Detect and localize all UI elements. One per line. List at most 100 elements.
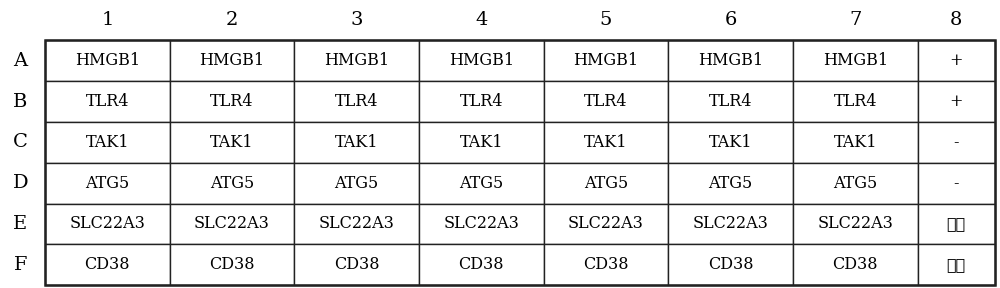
- Text: +: +: [950, 52, 963, 69]
- Bar: [419, 40, 544, 81]
- Bar: [668, 40, 793, 81]
- Bar: [45, 40, 170, 81]
- Text: ATG5: ATG5: [85, 175, 129, 192]
- Bar: [170, 204, 294, 244]
- Text: CD38: CD38: [583, 256, 629, 273]
- Bar: [170, 40, 294, 81]
- Text: HMGB1: HMGB1: [573, 52, 639, 69]
- Text: -: -: [954, 134, 959, 151]
- Text: TLR4: TLR4: [584, 93, 628, 110]
- Text: TAK1: TAK1: [210, 134, 254, 151]
- Text: TAK1: TAK1: [834, 134, 877, 151]
- Bar: [294, 40, 419, 81]
- Bar: [294, 163, 419, 204]
- Text: HMGB1: HMGB1: [75, 52, 140, 69]
- Text: 空白: 空白: [947, 215, 966, 232]
- Text: C: C: [13, 133, 28, 151]
- Bar: [918, 204, 995, 244]
- Text: TAK1: TAK1: [584, 134, 628, 151]
- Bar: [419, 122, 544, 163]
- Bar: [793, 40, 918, 81]
- Text: SLC22A3: SLC22A3: [693, 215, 769, 232]
- Text: 1: 1: [101, 11, 114, 29]
- Text: TLR4: TLR4: [460, 93, 503, 110]
- Bar: [45, 163, 170, 204]
- Text: CD38: CD38: [85, 256, 130, 273]
- Text: TAK1: TAK1: [460, 134, 503, 151]
- Bar: [170, 163, 294, 204]
- Bar: [544, 40, 668, 81]
- Text: 3: 3: [350, 11, 363, 29]
- Text: ATG5: ATG5: [709, 175, 753, 192]
- Text: TAK1: TAK1: [335, 134, 378, 151]
- Bar: [419, 204, 544, 244]
- Text: +: +: [950, 93, 963, 110]
- Bar: [793, 122, 918, 163]
- Text: ATG5: ATG5: [335, 175, 379, 192]
- Text: ATG5: ATG5: [584, 175, 628, 192]
- Text: 4: 4: [475, 11, 488, 29]
- Bar: [918, 244, 995, 285]
- Text: TLR4: TLR4: [709, 93, 752, 110]
- Text: CD38: CD38: [209, 256, 255, 273]
- Text: 8: 8: [950, 11, 963, 29]
- Bar: [668, 204, 793, 244]
- Text: SLC22A3: SLC22A3: [568, 215, 644, 232]
- Text: TLR4: TLR4: [834, 93, 877, 110]
- Text: SLC22A3: SLC22A3: [69, 215, 145, 232]
- Bar: [918, 40, 995, 81]
- Bar: [294, 122, 419, 163]
- Bar: [793, 163, 918, 204]
- Text: SLC22A3: SLC22A3: [319, 215, 395, 232]
- Bar: [45, 40, 995, 285]
- Text: SLC22A3: SLC22A3: [817, 215, 893, 232]
- Bar: [419, 81, 544, 122]
- Bar: [294, 81, 419, 122]
- Text: -: -: [954, 175, 959, 192]
- Text: CD38: CD38: [334, 256, 379, 273]
- Text: 7: 7: [849, 11, 862, 29]
- Text: F: F: [14, 256, 27, 274]
- Bar: [918, 81, 995, 122]
- Bar: [918, 163, 995, 204]
- Text: HMGB1: HMGB1: [449, 52, 514, 69]
- Bar: [793, 204, 918, 244]
- Text: TAK1: TAK1: [709, 134, 752, 151]
- Text: HMGB1: HMGB1: [199, 52, 265, 69]
- Bar: [45, 81, 170, 122]
- Text: CD38: CD38: [459, 256, 504, 273]
- Text: ATG5: ATG5: [459, 175, 503, 192]
- Text: CD38: CD38: [708, 256, 753, 273]
- Bar: [544, 81, 668, 122]
- Bar: [544, 244, 668, 285]
- Text: TAK1: TAK1: [86, 134, 129, 151]
- Text: 2: 2: [226, 11, 238, 29]
- Bar: [294, 244, 419, 285]
- Bar: [170, 244, 294, 285]
- Text: 5: 5: [600, 11, 612, 29]
- Bar: [668, 122, 793, 163]
- Text: E: E: [13, 215, 27, 233]
- Bar: [793, 244, 918, 285]
- Text: ATG5: ATG5: [833, 175, 877, 192]
- Text: TLR4: TLR4: [86, 93, 129, 110]
- Text: B: B: [13, 92, 27, 111]
- Text: HMGB1: HMGB1: [823, 52, 888, 69]
- Bar: [668, 163, 793, 204]
- Bar: [170, 122, 294, 163]
- Bar: [419, 244, 544, 285]
- Bar: [544, 163, 668, 204]
- Bar: [45, 244, 170, 285]
- Text: D: D: [12, 174, 28, 192]
- Bar: [544, 122, 668, 163]
- Bar: [544, 204, 668, 244]
- Bar: [918, 122, 995, 163]
- Bar: [45, 122, 170, 163]
- Text: TLR4: TLR4: [210, 93, 254, 110]
- Text: SLC22A3: SLC22A3: [194, 215, 270, 232]
- Bar: [793, 81, 918, 122]
- Text: A: A: [13, 52, 27, 70]
- Text: 空白: 空白: [947, 256, 966, 273]
- Bar: [668, 244, 793, 285]
- Bar: [419, 163, 544, 204]
